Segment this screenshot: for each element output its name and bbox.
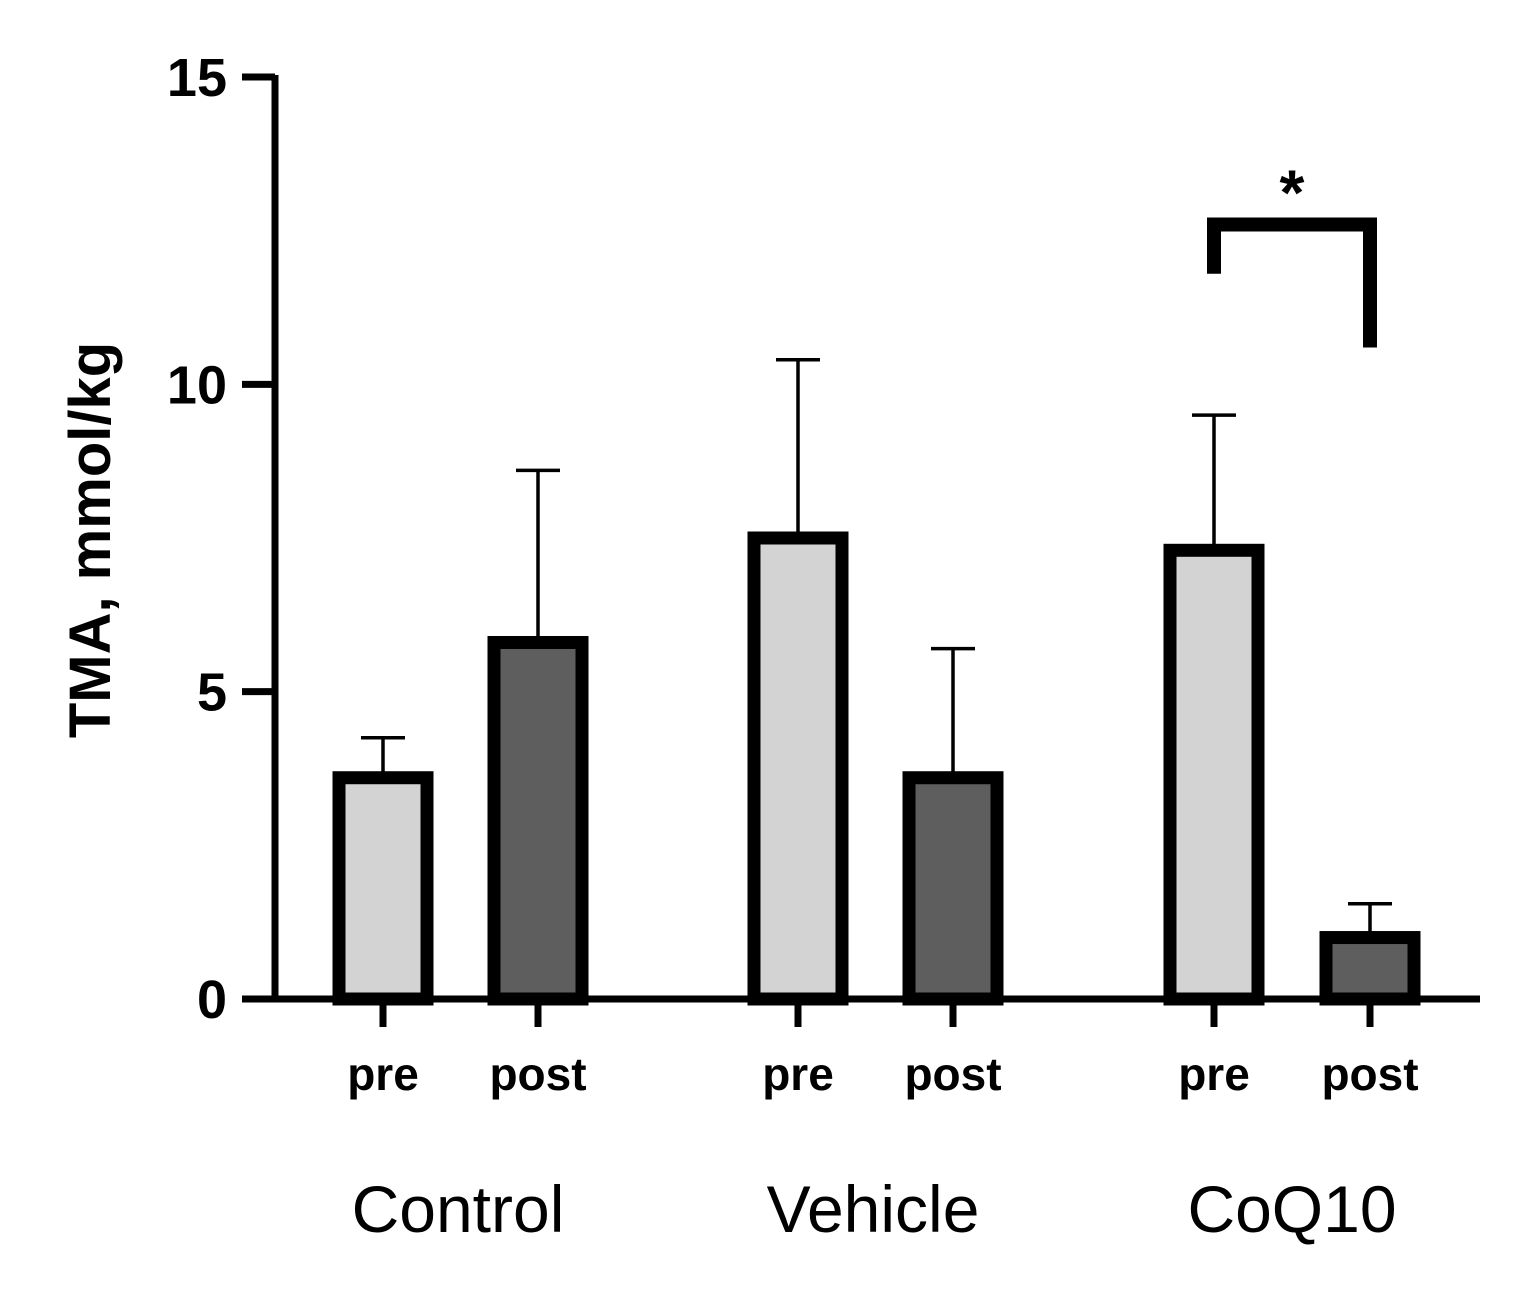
bars-layer	[332, 217, 1421, 1006]
y-axis-label: TMA, mmol/kg	[58, 342, 123, 738]
x-tick-label-control-post: post	[489, 1048, 586, 1100]
x-tick-label-coq10-post: post	[1321, 1048, 1418, 1100]
labels-layer: 0 5 10 15 TMA, mmol/kg pre post Control pre post V…	[58, 48, 1419, 1246]
significance-bracket	[1207, 217, 1377, 348]
bar-vehicle-pre	[747, 531, 849, 1006]
y-tick-label-10: 10	[167, 355, 227, 415]
y-tick-label-0: 0	[197, 970, 227, 1030]
bar-coq10-post	[1319, 931, 1421, 1006]
bar-control-pre	[332, 771, 434, 1006]
group-label-control: Control	[352, 1172, 565, 1246]
bar-control-post	[487, 635, 589, 1006]
x-tick-label-control-pre: pre	[347, 1048, 419, 1100]
significance-star: *	[1280, 157, 1305, 229]
x-tick-label-vehicle-post: post	[904, 1048, 1001, 1100]
x-tick-label-coq10-pre: pre	[1178, 1048, 1250, 1100]
y-tick-label-15: 15	[167, 48, 227, 108]
bar-vehicle-post	[902, 771, 1004, 1006]
bar-coq10-pre	[1163, 543, 1265, 1006]
group-label-coq10: CoQ10	[1187, 1172, 1396, 1246]
group-label-vehicle: Vehicle	[767, 1172, 980, 1246]
y-tick-label-5: 5	[197, 663, 227, 723]
x-tick-label-vehicle-pre: pre	[762, 1048, 834, 1100]
